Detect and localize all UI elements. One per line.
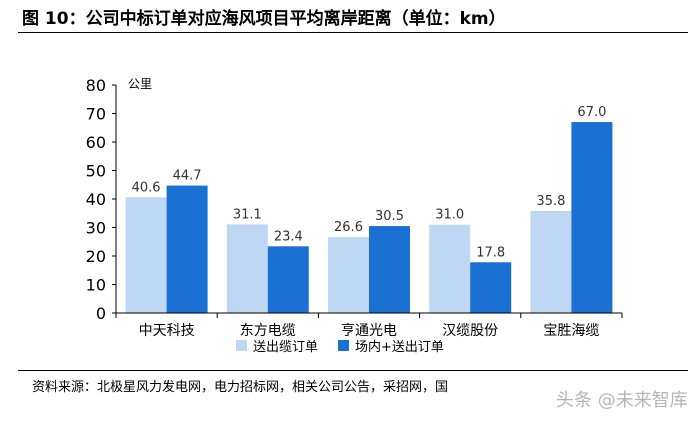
figure-title: 图 10：公司中标订单对应海风项目平均离岸距离（单位：km） (22, 9, 506, 29)
source-rule (18, 370, 688, 371)
legend-label: 场内+送出订单 (355, 340, 444, 355)
value-labels: 40.6 44.7 31.1 23.4 26.6 30.5 31.0 17.8 35.8 67.0 (132, 105, 607, 260)
y-tick-label: 50 (86, 162, 106, 181)
watermark: 头条 @未来智库 (556, 390, 688, 411)
bar (267, 246, 309, 313)
data-label: 67.0 (577, 105, 606, 120)
bar (328, 237, 369, 313)
bar (470, 262, 512, 313)
legend-swatch (236, 340, 247, 351)
legend-item-series2: 场内+送出订单 (338, 336, 444, 355)
x-axis: 中天科技 东方电缆 亨通光电 汉缆股份 宝胜海缆 (115, 312, 623, 339)
legend-swatch (338, 340, 350, 351)
data-label: 31.1 (233, 207, 262, 222)
x-tick-label: 中天科技 (139, 323, 195, 339)
data-label: 44.7 (173, 169, 202, 184)
bars (125, 122, 613, 313)
legend-item-series1: 送出缆订单 (236, 336, 318, 355)
data-label: 40.6 (132, 180, 161, 195)
y-unit-label: 公里 (128, 77, 152, 91)
data-label: 26.6 (334, 220, 363, 235)
y-tick-label: 40 (86, 190, 106, 209)
x-tick-label: 东方电缆 (240, 323, 296, 339)
y-tick-label: 0 (96, 304, 106, 323)
x-tick-label: 汉缆股份 (442, 323, 498, 339)
bar-chart: 0 10 20 30 40 50 60 70 80 40.6 44.7 31.1 23.4 26.6 30… (86, 76, 623, 339)
y-tick-label: 60 (86, 133, 106, 152)
y-tick-label: 80 (86, 76, 106, 95)
y-axis: 0 10 20 30 40 50 60 70 80 (86, 76, 117, 323)
bar (125, 197, 167, 313)
data-label: 31.0 (435, 208, 464, 223)
y-tick-label: 70 (86, 105, 106, 124)
y-tick-label: 30 (86, 219, 106, 238)
source-note: 资料来源：北极星风力发电网，电力招标网，相关公司公告，采招网，国 (32, 380, 449, 395)
legend-label: 送出缆订单 (253, 340, 319, 355)
x-tick-label: 亨通光电 (341, 322, 397, 339)
bar (226, 224, 268, 313)
bar (530, 210, 572, 313)
title-rule (18, 32, 688, 33)
bar (369, 226, 410, 313)
bar (429, 224, 471, 313)
data-label: 30.5 (375, 209, 404, 224)
data-label: 23.4 (274, 229, 303, 244)
y-tick-label: 20 (86, 247, 106, 266)
data-label: 35.8 (536, 194, 565, 209)
x-tick-label: 宝胜海缆 (543, 323, 599, 339)
data-label: 17.8 (476, 245, 505, 260)
bar (571, 122, 613, 313)
y-tick-label: 10 (86, 276, 106, 295)
legend: 送出缆订单 场内+送出订单 (236, 336, 444, 355)
bar (166, 185, 208, 313)
